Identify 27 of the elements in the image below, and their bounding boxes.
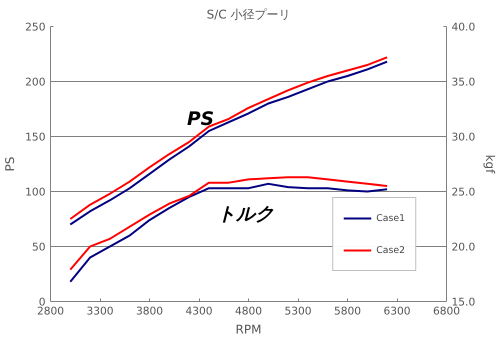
y2-tick-label: 25.0 xyxy=(452,186,476,198)
y-tick-label: 50 xyxy=(32,240,46,254)
y2-tick-label: 40.0 xyxy=(452,20,476,34)
annotation: トルク xyxy=(217,204,274,226)
x-axis-title: RPM xyxy=(236,322,262,336)
x-tick-label: 5300 xyxy=(284,304,312,318)
x-tick-label: 4300 xyxy=(185,304,213,318)
y2-tick-label: 35.0 xyxy=(452,76,476,88)
chart-title: S/C 小径プーリ xyxy=(206,8,290,22)
legend-label: Case1 xyxy=(376,212,405,224)
y2-tick-label: 20.0 xyxy=(452,240,476,254)
y-tick-label: 250 xyxy=(25,20,46,34)
annotation: PS xyxy=(186,109,214,130)
x-tick-label: 4800 xyxy=(234,304,262,318)
y-tick-label: 100 xyxy=(25,186,46,198)
y-tick-label: 200 xyxy=(25,76,46,88)
x-tick-label: 6300 xyxy=(383,304,411,318)
x-tick-label: 3800 xyxy=(136,304,164,318)
x-tick-label: 2800 xyxy=(36,304,64,318)
y2-axis-title: kgf xyxy=(483,154,498,174)
x-tick-label: 3300 xyxy=(86,304,114,318)
x-tick-label: 6800 xyxy=(432,304,460,318)
y2-tick-label: 30.0 xyxy=(452,130,476,144)
legend-label: Case2 xyxy=(376,244,405,256)
y-axis-title: PS xyxy=(3,156,18,172)
y-tick-label: 150 xyxy=(25,130,46,144)
x-tick-label: 5800 xyxy=(334,304,362,318)
